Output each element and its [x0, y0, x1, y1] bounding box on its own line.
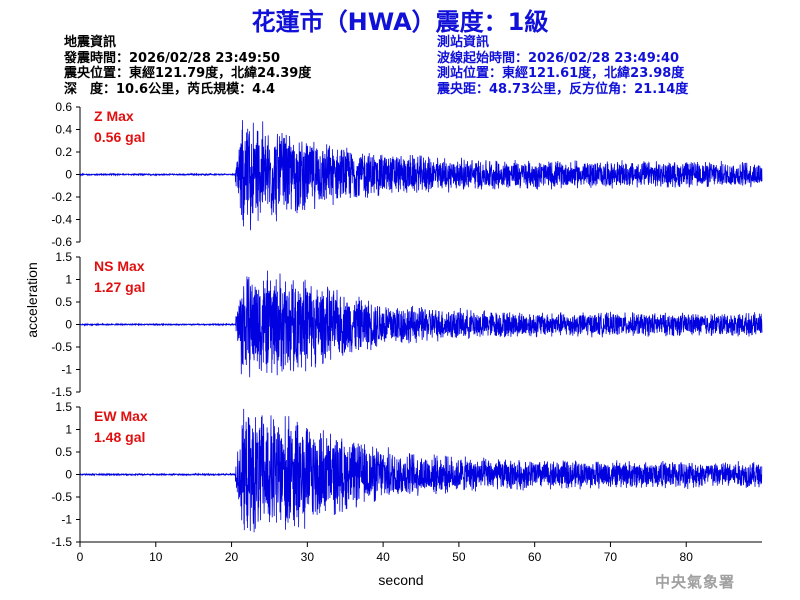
y-tick-label: 0	[65, 168, 72, 182]
y-tick-label: 0	[65, 318, 72, 332]
origin-time: 發震時間：2026/02/28 23:49:50	[64, 50, 281, 66]
y-tick-label: 0.5	[55, 445, 72, 459]
x-axis-label: second	[378, 572, 423, 588]
y-tick-label: -1	[61, 513, 72, 527]
x-tick-label: 20	[225, 550, 239, 564]
quake-info-block: 地震資訊 發震時間：2026/02/28 23:49:50 震央位置：東經121…	[64, 35, 311, 97]
max-label-ns: NS Max	[94, 258, 145, 274]
x-tick-label: 30	[301, 550, 315, 564]
y-tick-label: 0.6	[55, 100, 72, 114]
y-tick-label: 1.5	[55, 400, 72, 414]
max-value-ns: 1.27 gal	[94, 279, 145, 295]
depth-magnitude: 深 度：10.6公里，芮氏規模：4.4	[64, 81, 276, 97]
x-tick-label: 70	[604, 550, 618, 564]
y-tick-label: -1	[61, 363, 72, 377]
y-tick-label: -0.6	[51, 235, 72, 249]
y-tick-label: 0.2	[55, 145, 72, 159]
x-tick-label: 40	[376, 550, 390, 564]
distance-azimuth: 震央距：48.73公里，反方位角：21.14度	[437, 81, 689, 97]
y-tick-label: 0	[65, 468, 72, 482]
station-info-heading: 測站資訊	[437, 35, 490, 50]
epicenter-location: 震央位置：東經121.79度，北緯24.39度	[64, 66, 312, 81]
waveform-trace-ew	[79, 408, 763, 533]
quake-info-heading: 地震資訊	[64, 35, 117, 50]
station-location: 測站位置：東經121.61度，北緯23.98度	[437, 66, 685, 81]
y-tick-label: -1.5	[51, 535, 72, 549]
x-tick-label: 60	[528, 550, 542, 564]
y-tick-label: -1.5	[51, 385, 72, 399]
y-tick-label: -0.5	[51, 490, 72, 504]
y-tick-label: 1	[65, 423, 72, 437]
y-tick-label: 1	[65, 273, 72, 287]
station-info-block: 測站資訊 波線起始時間：2026/02/28 23:49:40 測站位置：東經1…	[437, 35, 688, 97]
y-tick-label: -0.2	[51, 190, 72, 204]
max-value-ew: 1.48 gal	[94, 429, 145, 445]
y-tick-label: -0.4	[51, 213, 72, 227]
waveform-trace-z	[80, 120, 763, 231]
wave-start-time: 波線起始時間：2026/02/28 23:49:40	[437, 50, 680, 66]
waveform-trace-ns	[79, 270, 763, 378]
x-tick-label: 0	[77, 550, 84, 564]
y-tick-label: 1.5	[55, 250, 72, 264]
y-tick-label: 0.5	[55, 295, 72, 309]
y-axis-label: acceleration	[24, 262, 40, 338]
max-value-z: 0.56 gal	[94, 129, 145, 145]
x-tick-label: 10	[149, 550, 163, 564]
y-tick-label: -0.5	[51, 340, 72, 354]
y-tick-label: 0.4	[55, 123, 72, 137]
x-tick-label: 50	[452, 550, 466, 564]
x-tick-label: 80	[680, 550, 694, 564]
agency-label: 中央氣象署	[655, 573, 736, 591]
max-label-z: Z Max	[94, 108, 134, 124]
chart-title: 花蓮市（HWA）震度：1級	[251, 8, 549, 36]
max-label-ew: EW Max	[94, 408, 148, 424]
